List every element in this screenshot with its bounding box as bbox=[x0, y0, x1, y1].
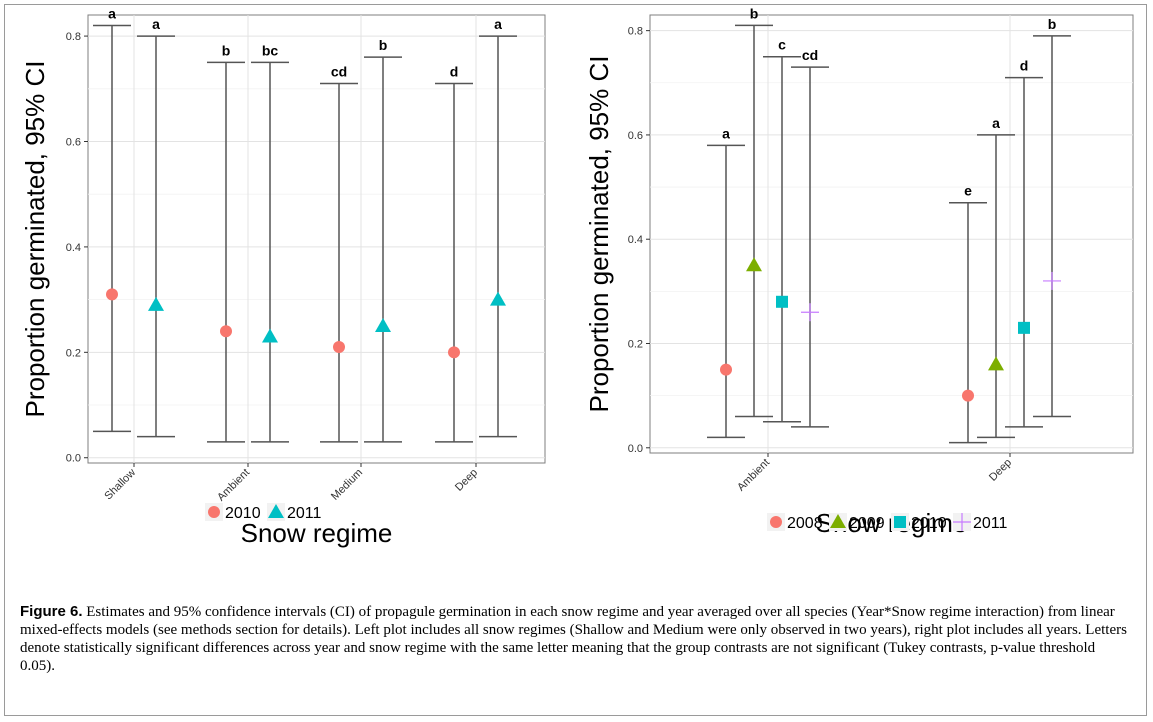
x-tick-label: Deep bbox=[453, 467, 480, 494]
point-2009-ambient bbox=[746, 257, 762, 272]
significance-letter: a bbox=[494, 16, 502, 32]
point-2011-shallow bbox=[148, 296, 164, 311]
significance-letter: a bbox=[108, 6, 116, 22]
y-tick-label: 0.4 bbox=[628, 234, 643, 246]
caption-label: Figure 6. bbox=[20, 603, 83, 620]
y-tick-label: 0.8 bbox=[628, 26, 643, 38]
legend-label-2010: 2010 bbox=[225, 505, 261, 522]
significance-letter: cd bbox=[331, 64, 347, 80]
x-axis-title: Snow regime bbox=[241, 518, 393, 548]
y-tick-label: 0.6 bbox=[66, 136, 81, 148]
significance-letter: b bbox=[750, 5, 759, 21]
caption-text: Estimates and 95% confidence intervals (… bbox=[20, 604, 1127, 674]
point-2011-ambient bbox=[801, 303, 819, 322]
point-2010-medium bbox=[333, 341, 345, 354]
y-tick-label: 0.2 bbox=[628, 339, 643, 351]
x-tick-label: Deep bbox=[987, 457, 1014, 484]
point-2011-deep bbox=[1043, 271, 1061, 290]
legend-key-2010 bbox=[208, 506, 220, 518]
point-2010-deep bbox=[448, 346, 460, 359]
point-2011-ambient bbox=[262, 328, 278, 343]
legend-key-2011 bbox=[268, 504, 284, 518]
series-2011: a bc b a bbox=[137, 16, 517, 443]
y-axis-title: Proportion germinated, 95% CI bbox=[20, 61, 50, 418]
significance-letter: b bbox=[222, 42, 231, 58]
legend-1: 2010 2011 bbox=[205, 503, 322, 522]
legend-key-2009 bbox=[830, 514, 846, 528]
y-tick-label: 0.4 bbox=[66, 242, 81, 254]
legend-key-2008 bbox=[770, 516, 782, 528]
significance-letter: a bbox=[992, 115, 1000, 131]
y-tick-label: 0.6 bbox=[628, 130, 643, 142]
point-2008-ambient bbox=[720, 363, 732, 376]
y-axis-title: Proportion germinated, 95% CI bbox=[584, 56, 614, 413]
y-tick-label: 0.2 bbox=[66, 347, 81, 359]
point-2010-shallow bbox=[106, 288, 118, 301]
legend-label-2009: 2009 bbox=[849, 515, 885, 532]
legend-label-2011: 2011 bbox=[973, 515, 1008, 532]
significance-letter: d bbox=[450, 64, 459, 80]
significance-letter: bc bbox=[262, 42, 279, 58]
x-tick-label: Ambient bbox=[735, 457, 772, 494]
significance-letter: cd bbox=[802, 47, 818, 63]
legend-key-2011 bbox=[953, 513, 971, 531]
significance-letter: e bbox=[964, 183, 972, 199]
y-tick-label: 0.8 bbox=[66, 31, 81, 43]
figure-charts: 0.0 0.2 0.4 0.6 0.8 Shallow Ambient Medium Deep S… bbox=[20, 5, 1134, 548]
significance-letter: a bbox=[152, 16, 160, 32]
legend-label-2010: 2010 bbox=[911, 515, 947, 532]
point-2010-ambient bbox=[776, 295, 788, 308]
x-tick-label: Ambient bbox=[215, 467, 252, 504]
plot-area bbox=[649, 14, 1134, 454]
legend-label-2011: 2011 bbox=[287, 505, 322, 522]
series-2011: cd b bbox=[791, 16, 1071, 428]
significance-letter: b bbox=[1048, 16, 1057, 32]
point-2010-deep bbox=[1018, 321, 1030, 334]
legend-2: 2008 2009 2010 2011 bbox=[767, 513, 1008, 532]
point-2009-deep bbox=[988, 356, 1004, 371]
x-tick-label: Medium bbox=[329, 467, 365, 503]
chart-panel-1: 0.0 0.2 0.4 0.6 0.8 Shallow Ambient Medium Deep S… bbox=[20, 6, 546, 548]
point-2010-ambient bbox=[220, 325, 232, 338]
figure-caption: Figure 6. Estimates and 95% confidence i… bbox=[20, 603, 1130, 675]
legend-label-2008: 2008 bbox=[787, 515, 823, 532]
x-tick-label: Shallow bbox=[102, 467, 138, 503]
significance-letter: c bbox=[778, 37, 786, 53]
significance-letter: a bbox=[722, 125, 730, 141]
plot-area bbox=[87, 14, 546, 464]
point-2008-deep bbox=[962, 389, 974, 402]
y-tick-label: 0.0 bbox=[628, 443, 643, 455]
significance-letter: b bbox=[379, 37, 388, 53]
legend-key-2010 bbox=[894, 516, 906, 528]
figure-frame bbox=[4, 4, 1147, 716]
series-2010: cd bbox=[763, 37, 1043, 428]
point-2011-deep bbox=[490, 291, 506, 306]
series-2010: a b cd d bbox=[93, 6, 473, 443]
y-tick-label: 0.0 bbox=[66, 453, 81, 465]
series-2008: ae bbox=[707, 125, 987, 444]
significance-letter: d bbox=[1020, 58, 1029, 74]
point-2011-medium bbox=[375, 317, 391, 332]
series-2009: ba bbox=[735, 5, 1015, 439]
